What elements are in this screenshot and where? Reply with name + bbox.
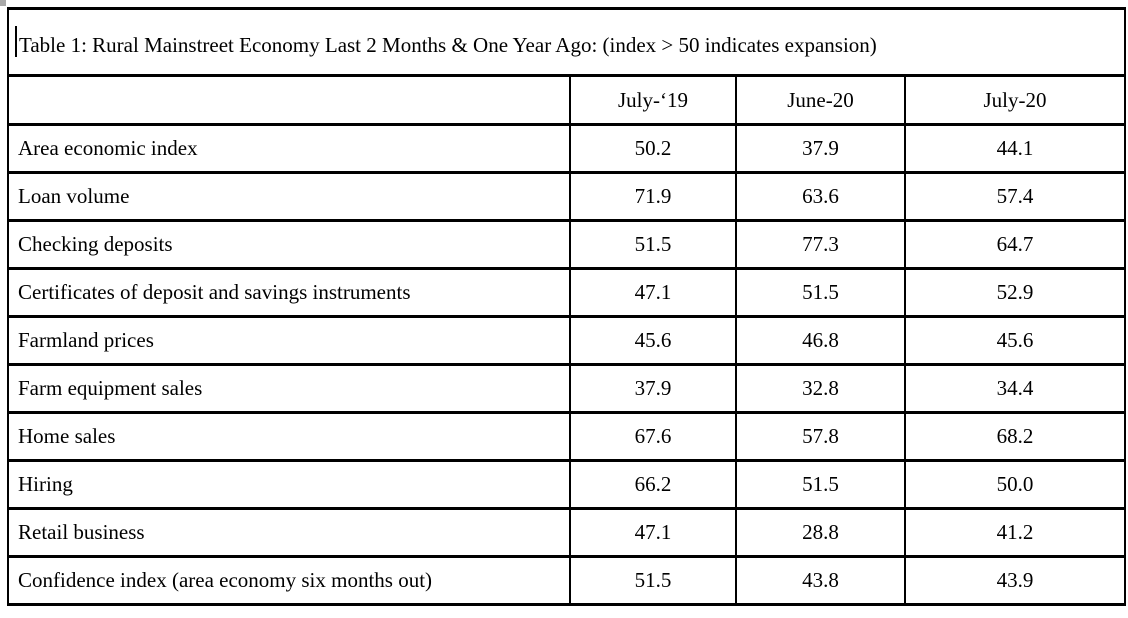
cell-value[interactable]: 47.1 bbox=[569, 507, 737, 558]
column-header-july-19[interactable]: July-‘19 bbox=[569, 74, 737, 126]
row-label[interactable]: Hiring bbox=[7, 459, 571, 510]
column-header-july-20[interactable]: July-20 bbox=[904, 74, 1126, 126]
table-row: Area economic index 50.2 37.9 44.1 bbox=[7, 123, 1126, 174]
row-label[interactable]: Loan volume bbox=[7, 171, 571, 222]
cell-value[interactable]: 28.8 bbox=[735, 507, 906, 558]
cell-value[interactable]: 37.9 bbox=[569, 363, 737, 414]
row-label[interactable]: Farm equipment sales bbox=[7, 363, 571, 414]
text-cursor bbox=[15, 26, 17, 57]
row-label[interactable]: Area economic index bbox=[7, 123, 571, 174]
cell-value[interactable]: 46.8 bbox=[735, 315, 906, 366]
header-row: July-‘19 June-20 July-20 bbox=[7, 74, 1126, 126]
row-label[interactable]: Checking deposits bbox=[7, 219, 571, 270]
cell-value[interactable]: 77.3 bbox=[735, 219, 906, 270]
cell-value[interactable]: 52.9 bbox=[904, 267, 1126, 318]
rural-mainstreet-table: Table 1: Rural Mainstreet Economy Last 2… bbox=[7, 7, 1126, 606]
table-title-row: Table 1: Rural Mainstreet Economy Last 2… bbox=[7, 7, 1126, 77]
row-label[interactable]: Retail business bbox=[7, 507, 571, 558]
cell-value[interactable]: 64.7 bbox=[904, 219, 1126, 270]
cell-value[interactable]: 51.5 bbox=[569, 219, 737, 270]
table-row: Loan volume 71.9 63.6 57.4 bbox=[7, 171, 1126, 222]
cell-value[interactable]: 68.2 bbox=[904, 411, 1126, 462]
cell-value[interactable]: 32.8 bbox=[735, 363, 906, 414]
cell-value[interactable]: 41.2 bbox=[904, 507, 1126, 558]
row-label[interactable]: Confidence index (area economy six month… bbox=[7, 555, 571, 606]
table-row: Confidence index (area economy six month… bbox=[7, 555, 1126, 606]
table-row: Farm equipment sales 37.9 32.8 34.4 bbox=[7, 363, 1126, 414]
cell-value[interactable]: 47.1 bbox=[569, 267, 737, 318]
cell-value[interactable]: 57.8 bbox=[735, 411, 906, 462]
row-label[interactable]: Certificates of deposit and savings inst… bbox=[7, 267, 571, 318]
cell-value[interactable]: 50.2 bbox=[569, 123, 737, 174]
cell-value[interactable]: 63.6 bbox=[735, 171, 906, 222]
table-row: Certificates of deposit and savings inst… bbox=[7, 267, 1126, 318]
cell-value[interactable]: 50.0 bbox=[904, 459, 1126, 510]
cell-value[interactable]: 43.8 bbox=[735, 555, 906, 606]
table-row: Hiring 66.2 51.5 50.0 bbox=[7, 459, 1126, 510]
table-title[interactable]: Table 1: Rural Mainstreet Economy Last 2… bbox=[7, 7, 1126, 77]
table-row: Farmland prices 45.6 46.8 45.6 bbox=[7, 315, 1126, 366]
cell-value[interactable]: 66.2 bbox=[569, 459, 737, 510]
cell-value[interactable]: 44.1 bbox=[904, 123, 1126, 174]
cell-value[interactable]: 43.9 bbox=[904, 555, 1126, 606]
cell-value[interactable]: 45.6 bbox=[569, 315, 737, 366]
cell-value[interactable]: 51.5 bbox=[735, 267, 906, 318]
cell-value[interactable]: 71.9 bbox=[569, 171, 737, 222]
cell-value[interactable]: 51.5 bbox=[569, 555, 737, 606]
table-row: Retail business 47.1 28.8 41.2 bbox=[7, 507, 1126, 558]
cell-value[interactable]: 37.9 bbox=[735, 123, 906, 174]
cell-value[interactable]: 45.6 bbox=[904, 315, 1126, 366]
header-empty-cell[interactable] bbox=[7, 74, 571, 126]
cell-value[interactable]: 34.4 bbox=[904, 363, 1126, 414]
table-row: Home sales 67.6 57.8 68.2 bbox=[7, 411, 1126, 462]
row-label[interactable]: Farmland prices bbox=[7, 315, 571, 366]
column-header-june-20[interactable]: June-20 bbox=[735, 74, 906, 126]
row-label[interactable]: Home sales bbox=[7, 411, 571, 462]
cell-value[interactable]: 67.6 bbox=[569, 411, 737, 462]
table-row: Checking deposits 51.5 77.3 64.7 bbox=[7, 219, 1126, 270]
table-title-text: Table 1: Rural Mainstreet Economy Last 2… bbox=[19, 32, 877, 57]
cell-value[interactable]: 57.4 bbox=[904, 171, 1126, 222]
cell-value[interactable]: 51.5 bbox=[735, 459, 906, 510]
corner-artifact bbox=[0, 0, 6, 6]
